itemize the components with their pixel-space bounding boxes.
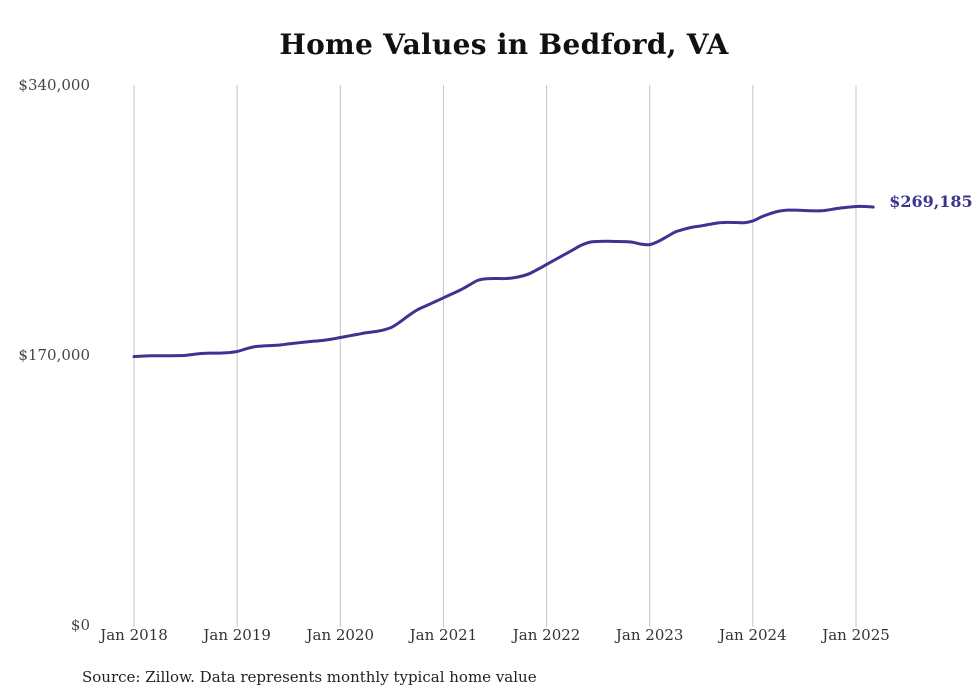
series-line: [132, 204, 875, 359]
grid-lines: [133, 85, 857, 627]
x-tick-label: Jan 2021: [408, 626, 478, 644]
x-tick-label: Jan 2019: [201, 626, 271, 644]
label-layer: $269,185: [889, 192, 973, 211]
x-axis: Jan 2018 Jan 2019 Jan 2020 Jan 2021 Jan 2022…: [98, 626, 890, 644]
source-note: Source: Zillow. Data represents monthly …: [82, 668, 537, 686]
y-tick-label: $0: [71, 616, 90, 634]
y-axis: $0 $170,000 $340,000: [18, 76, 90, 634]
x-tick-label: Jan 2018: [98, 626, 168, 644]
y-tick-label: $170,000: [18, 346, 90, 364]
y-tick-label: $340,000: [18, 76, 90, 94]
x-tick-label: Jan 2022: [511, 626, 581, 644]
series-layer: [132, 204, 875, 359]
x-tick-label: Jan 2025: [820, 626, 890, 644]
chart-title: Home Values in Bedford, VA: [279, 28, 729, 61]
x-tick-label: Jan 2023: [614, 626, 684, 644]
x-tick-label: Jan 2024: [717, 626, 787, 644]
x-tick-label: Jan 2020: [305, 626, 375, 644]
end-value-label: $269,185: [889, 192, 973, 211]
